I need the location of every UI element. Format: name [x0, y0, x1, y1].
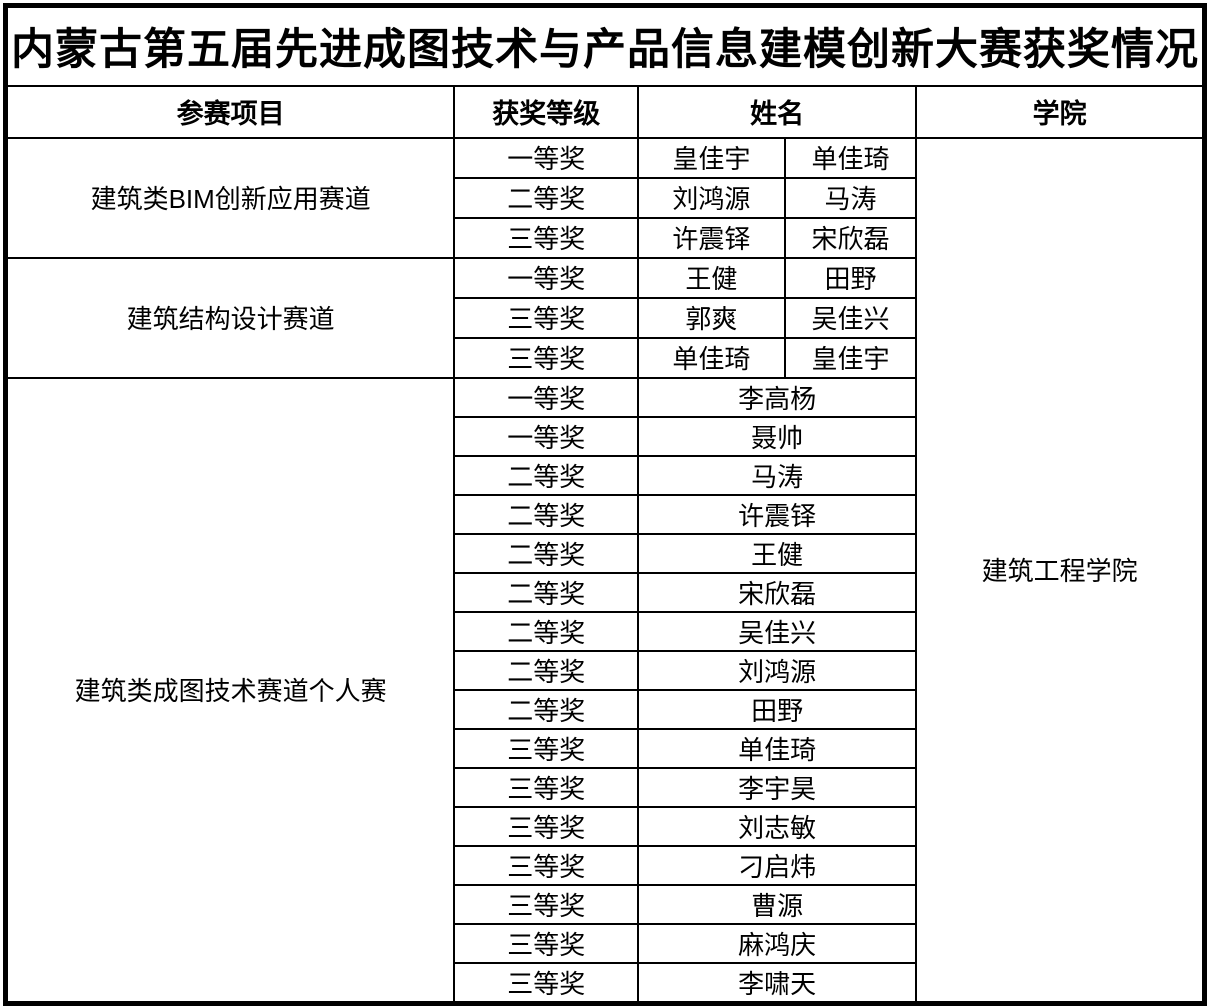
winner-name-cell: 皇佳宇 [783, 336, 918, 379]
award-level-cell: 一等奖 [453, 415, 640, 457]
table-row: 三等奖 刘志敏 [6, 805, 1205, 847]
winner-name-cell: 宋欣磊 [783, 216, 918, 259]
winner-name-cell: 刁启炜 [637, 844, 918, 886]
title-row: 内蒙古第五届先进成图技术与产品信息建模创新大赛获奖情况 [4, 4, 1206, 87]
award-level-cell: 一等奖 [453, 256, 640, 299]
winner-name-cell: 麻鸿庆 [637, 922, 918, 964]
table-row: 二等奖 刘鸿源 马涛 [6, 176, 1205, 219]
award-level-cell: 二等奖 [453, 571, 640, 613]
award-level-cell: 二等奖 [453, 532, 640, 574]
awards-table: 内蒙古第五届先进成图技术与产品信息建模创新大赛获奖情况 参赛项目 获奖等级 姓名… [3, 3, 1207, 1006]
winner-name-cell: 单佳琦 [637, 336, 786, 379]
award-level-cell: 一等奖 [453, 376, 640, 418]
winner-name-cell: 吴佳兴 [637, 610, 918, 652]
winner-name-cell: 李宇昊 [637, 766, 918, 808]
winner-name-cell: 郭爽 [637, 296, 786, 339]
winner-name-cell: 曹源 [637, 883, 918, 925]
table-row: 三等奖 曹源 [6, 883, 1205, 925]
winner-name-cell: 刘鸿源 [637, 176, 786, 219]
award-level-cell: 二等奖 [453, 454, 640, 496]
winner-name-cell: 马涛 [637, 454, 918, 496]
table-row: 建筑结构设计赛道 一等奖 王健 田野 [4, 256, 1205, 379]
table-row: 二等奖 田野 [6, 688, 1205, 730]
table-row: 三等奖 刁启炜 [6, 844, 1205, 886]
winner-name-cell: 田野 [637, 688, 918, 730]
header-name: 姓名 [637, 84, 918, 139]
winner-name-cell: 王健 [637, 532, 918, 574]
award-level-cell: 二等奖 [453, 176, 640, 219]
winner-name-cell: 刘鸿源 [637, 649, 918, 691]
winner-name-cell: 李啸天 [637, 961, 918, 1004]
table-row: 三等奖 郭爽 吴佳兴 [6, 296, 1205, 339]
header-project: 参赛项目 [4, 84, 456, 139]
header-award-level: 获奖等级 [453, 84, 640, 139]
award-level-cell: 三等奖 [453, 961, 640, 1004]
table-row: 一等奖 聂帅 [6, 415, 1205, 457]
table-row: 二等奖 马涛 [6, 454, 1205, 496]
project-cell: 建筑类BIM创新应用赛道 [4, 136, 456, 259]
award-level-cell: 三等奖 [453, 336, 640, 379]
table-row: 建筑类成图技术赛道个人赛 一等奖 李高杨 [4, 376, 1205, 1004]
table-row: 建筑类BIM创新应用赛道 一等奖 皇佳宇 单佳琦 建筑工程学院 [4, 136, 1206, 1004]
winner-name-cell: 田野 [783, 256, 918, 299]
table-row: 三等奖 单佳琦 皇佳宇 [6, 336, 1205, 379]
winner-name-cell: 马涛 [783, 176, 918, 219]
award-level-cell: 三等奖 [453, 883, 640, 925]
table-row: 二等奖 吴佳兴 [6, 610, 1205, 652]
award-level-cell: 三等奖 [453, 844, 640, 886]
table-row: 三等奖 单佳琦 [6, 727, 1205, 769]
award-level-cell: 三等奖 [453, 766, 640, 808]
winner-name-cell: 宋欣磊 [637, 571, 918, 613]
award-level-cell: 二等奖 [453, 610, 640, 652]
table-row: 二等奖 宋欣磊 [6, 571, 1205, 613]
table-row: 二等奖 刘鸿源 [6, 649, 1205, 691]
winner-name-cell: 单佳琦 [637, 727, 918, 769]
winner-name-cell: 皇佳宇 [637, 136, 786, 179]
award-level-cell: 三等奖 [453, 922, 640, 964]
winner-name-cell: 许震铎 [637, 216, 786, 259]
project-cell: 建筑结构设计赛道 [4, 256, 456, 379]
winner-name-cell: 王健 [637, 256, 786, 299]
award-level-cell: 三等奖 [453, 216, 640, 259]
award-level-cell: 二等奖 [453, 688, 640, 730]
award-level-cell: 三等奖 [453, 296, 640, 339]
table-row: 二等奖 许震铎 [6, 493, 1205, 535]
award-table-page: 内蒙古第五届先进成图技术与产品信息建模创新大赛获奖情况 参赛项目 获奖等级 姓名… [3, 3, 1207, 1006]
winner-name-cell: 李高杨 [637, 376, 918, 418]
award-level-cell: 二等奖 [453, 649, 640, 691]
award-level-cell: 一等奖 [453, 136, 640, 179]
table-row: 二等奖 王健 [6, 532, 1205, 574]
college-cell: 建筑工程学院 [915, 136, 1206, 1004]
header-row: 参赛项目 获奖等级 姓名 学院 [4, 84, 1206, 139]
page-title: 内蒙古第五届先进成图技术与产品信息建模创新大赛获奖情况 [4, 4, 1206, 87]
table-row: 三等奖 李宇昊 [6, 766, 1205, 808]
table-row: 三等奖 许震铎 宋欣磊 [6, 216, 1205, 259]
winner-name-cell: 吴佳兴 [783, 296, 918, 339]
award-level-cell: 二等奖 [453, 493, 640, 535]
winner-name-cell: 聂帅 [637, 415, 918, 457]
winner-name-cell: 单佳琦 [783, 136, 918, 179]
awards-table-body: 内蒙古第五届先进成图技术与产品信息建模创新大赛获奖情况 参赛项目 获奖等级 姓名… [4, 4, 1206, 1004]
winner-name-cell: 许震铎 [637, 493, 918, 535]
project-cell: 建筑类成图技术赛道个人赛 [4, 376, 456, 1004]
award-level-cell: 三等奖 [453, 727, 640, 769]
winner-name-cell: 刘志敏 [637, 805, 918, 847]
award-level-cell: 三等奖 [453, 805, 640, 847]
header-college: 学院 [915, 84, 1206, 139]
